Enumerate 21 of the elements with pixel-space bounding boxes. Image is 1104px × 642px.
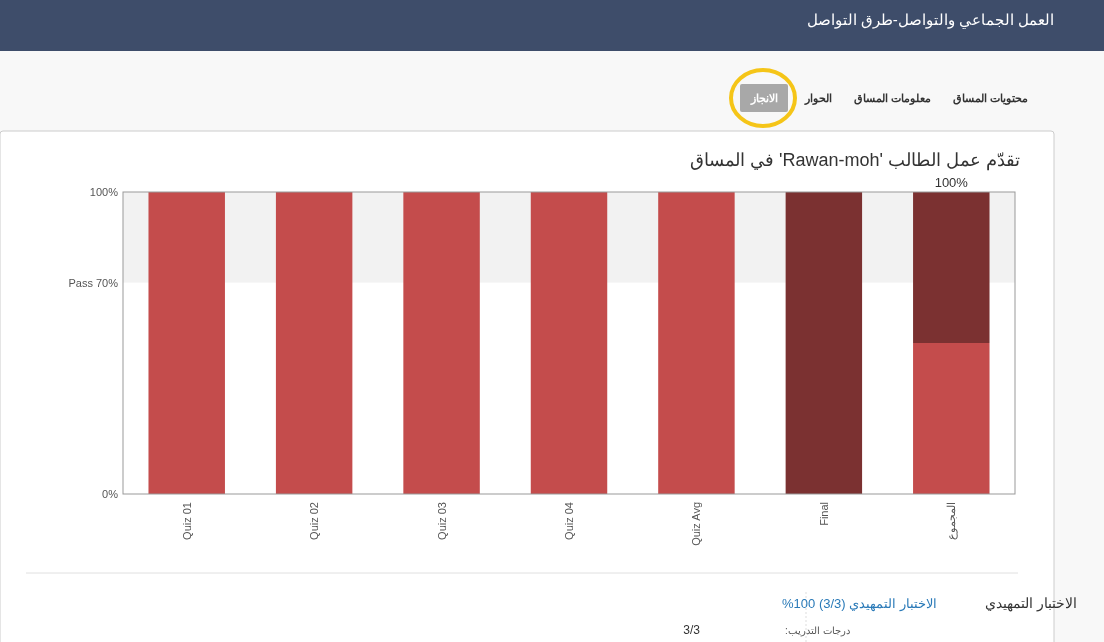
text: العمل الجماعي والتواصل-طرق التواصل — [806, 11, 1054, 29]
x-tick-label: Quiz 03 — [435, 502, 448, 540]
x-tick-label: Quiz 02 — [308, 502, 321, 540]
text: معلومات المساق — [853, 92, 931, 105]
x-tick-label: Quiz 04 — [563, 502, 575, 540]
total-label: 100% — [934, 175, 969, 190]
text: محتويات المساق — [952, 92, 1028, 105]
y-tick-label: 100% — [89, 186, 119, 198]
text: الحوار — [804, 92, 832, 105]
text: الاختبار التمهيدي — [985, 595, 1077, 612]
x-tick-label: Quiz 01 — [180, 502, 193, 540]
x-tick-label: Final — [817, 502, 830, 526]
text: الانجاز — [750, 92, 778, 105]
text: الاختبار التمهيدي (3/3) 100% — [782, 596, 937, 612]
chart-title: تقدّم عمل الطالب 'Rawan-moh' في المساق — [690, 150, 1020, 171]
y-tick-label: Pass 70% — [68, 276, 119, 289]
text: درجات التدريب: — [785, 625, 850, 637]
x-tick-label: Quiz Avg — [690, 502, 703, 546]
x-tick-label: المجموع — [945, 502, 959, 540]
text: 3/3 — [683, 623, 701, 637]
y-tick-label: 0% — [102, 488, 119, 500]
